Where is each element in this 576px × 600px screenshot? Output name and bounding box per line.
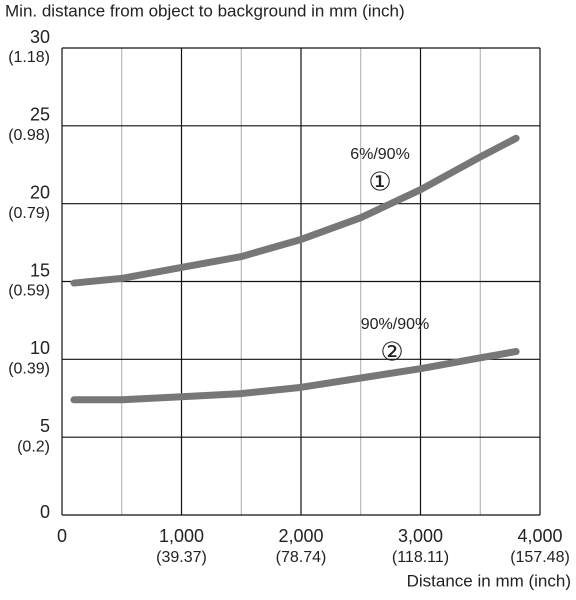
y-tick-inch-label: (0.59) xyxy=(8,283,50,300)
x-tick-label: 3,000 xyxy=(398,526,443,546)
y-tick-label: 15 xyxy=(30,260,50,280)
y-tick-inch-label: (0.79) xyxy=(8,205,50,222)
x-axis-label: Distance in mm (inch) xyxy=(407,571,571,590)
y-axis-label: Min. distance from object to background … xyxy=(5,1,405,20)
y-tick-inch-label: (0.2) xyxy=(17,438,50,455)
y-tick-label: 30 xyxy=(30,27,50,47)
series-label: 90%/90% xyxy=(361,316,430,333)
x-tick-inch-label: (118.11) xyxy=(392,549,449,566)
x-tick-label: 4,000 xyxy=(517,526,562,546)
x-tick-label: 2,000 xyxy=(278,526,323,546)
y-tick-inch-label: (0.98) xyxy=(8,127,50,144)
x-tick-inch-label: (78.74) xyxy=(276,549,327,566)
y-tick-label: 10 xyxy=(30,338,50,358)
y-tick-label: 0 xyxy=(40,502,50,522)
x-tick-inch-label: (157.48) xyxy=(510,549,570,566)
series-marker: ② xyxy=(380,338,403,368)
x-tick-label: 0 xyxy=(57,526,67,546)
y-tick-inch-label: (0.39) xyxy=(8,361,50,378)
y-tick-label: 5 xyxy=(40,416,50,436)
x-tick-label: 1,000 xyxy=(159,526,204,546)
y-tick-label: 20 xyxy=(30,182,50,202)
series-marker: ① xyxy=(368,168,391,198)
data-line xyxy=(70,134,520,287)
series-label: 6%/90% xyxy=(350,146,410,163)
y-tick-inch-label: (1.18) xyxy=(8,49,50,66)
x-tick-inch-label: (39.37) xyxy=(156,549,207,566)
y-tick-label: 25 xyxy=(30,105,50,125)
data-line xyxy=(70,348,520,404)
